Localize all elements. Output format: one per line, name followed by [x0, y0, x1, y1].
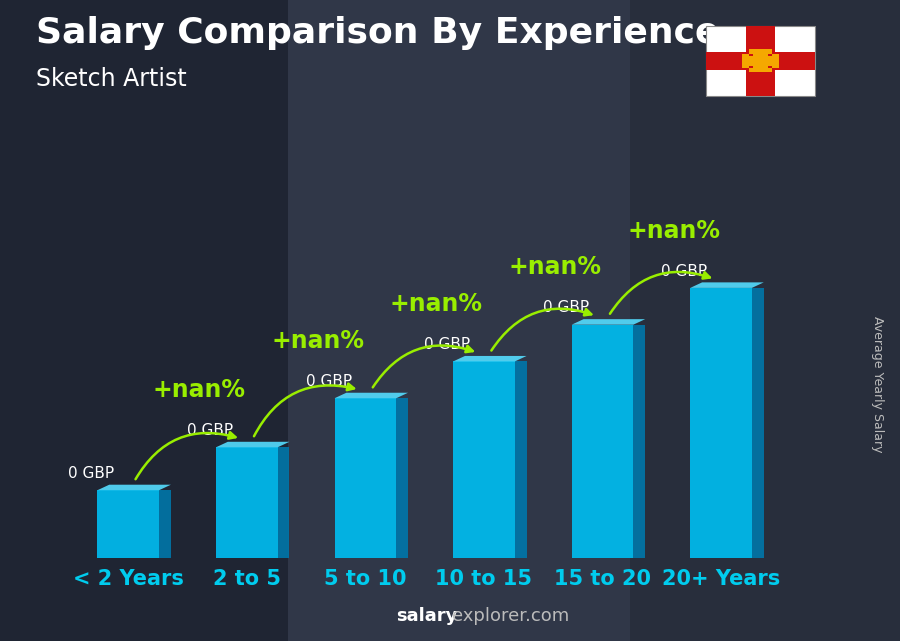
Bar: [749, 68, 772, 72]
Text: 0 GBP: 0 GBP: [305, 374, 352, 389]
Bar: [746, 56, 775, 65]
Text: +nan%: +nan%: [508, 255, 601, 279]
Bar: [749, 49, 772, 54]
Text: +nan%: +nan%: [390, 292, 483, 316]
Polygon shape: [159, 490, 171, 558]
Polygon shape: [216, 442, 290, 447]
Polygon shape: [453, 356, 526, 362]
Polygon shape: [690, 283, 764, 288]
Bar: [630, 0, 900, 641]
Polygon shape: [752, 288, 764, 558]
Bar: [97, 490, 159, 558]
Bar: [753, 52, 768, 70]
Bar: [690, 288, 752, 558]
Text: +nan%: +nan%: [153, 378, 246, 402]
Polygon shape: [97, 485, 171, 490]
Polygon shape: [396, 398, 408, 558]
Text: salary: salary: [396, 607, 457, 625]
Bar: [288, 0, 630, 641]
Bar: [453, 362, 515, 558]
Text: 0 GBP: 0 GBP: [68, 466, 114, 481]
Polygon shape: [634, 325, 645, 558]
Text: 0 GBP: 0 GBP: [187, 423, 233, 438]
Bar: [742, 54, 749, 68]
Text: 0 GBP: 0 GBP: [662, 263, 707, 279]
Polygon shape: [335, 393, 408, 398]
Bar: [0, 0, 288, 641]
Text: Sketch Artist: Sketch Artist: [36, 67, 187, 91]
Bar: [216, 447, 277, 558]
Text: +nan%: +nan%: [627, 219, 720, 242]
Text: Average Yearly Salary: Average Yearly Salary: [871, 317, 884, 453]
Polygon shape: [515, 362, 526, 558]
Bar: [335, 398, 396, 558]
Text: Salary Comparison By Experience: Salary Comparison By Experience: [36, 16, 719, 50]
Polygon shape: [277, 447, 290, 558]
Bar: [572, 325, 634, 558]
Bar: [706, 52, 815, 70]
Text: explorer.com: explorer.com: [452, 607, 569, 625]
Text: 0 GBP: 0 GBP: [543, 301, 589, 315]
Text: 0 GBP: 0 GBP: [424, 337, 470, 353]
Bar: [746, 26, 775, 96]
Bar: [772, 54, 779, 68]
FancyBboxPatch shape: [706, 26, 815, 96]
Polygon shape: [572, 319, 645, 325]
Text: +nan%: +nan%: [272, 329, 365, 353]
